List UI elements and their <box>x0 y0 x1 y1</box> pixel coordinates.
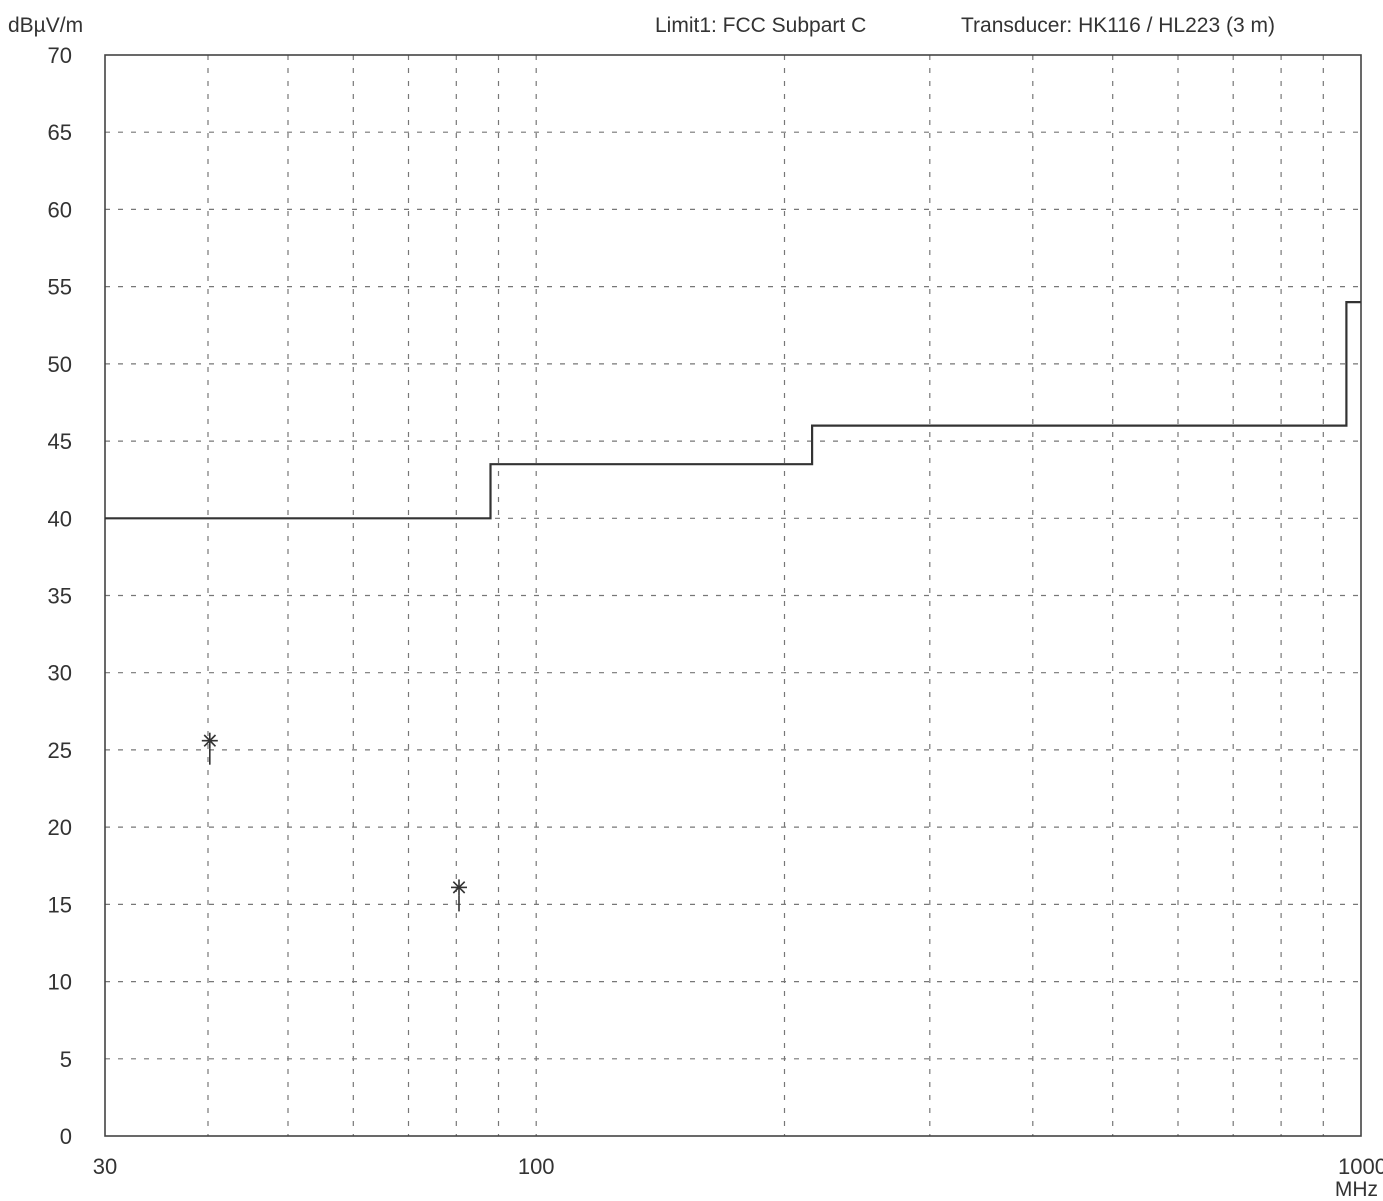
measurement-marker <box>201 732 218 765</box>
limit-line <box>105 301 1361 520</box>
x-tick-label: 100 <box>518 1154 555 1179</box>
y-tick-label: 0 <box>60 1124 72 1149</box>
transducer-label: Transducer: HK116 / HL223 (3 m) <box>961 14 1275 37</box>
y-tick-label: 65 <box>48 120 72 145</box>
y-tick-label: 15 <box>48 892 72 917</box>
plot-frame <box>104 54 1362 1137</box>
y-axis-unit: dBµV/m <box>8 14 83 37</box>
x-tick-label: 30 <box>93 1154 117 1179</box>
x-axis-unit: MHz <box>1335 1178 1378 1201</box>
limit-label: Limit1: FCC Subpart C <box>655 14 866 37</box>
series-layer <box>105 301 1361 912</box>
y-tick-label: 35 <box>48 584 72 609</box>
y-tick-label: 5 <box>60 1047 72 1072</box>
grid <box>105 55 1361 1136</box>
y-tick-label: 55 <box>48 275 72 300</box>
y-tick-labels: 0 5 10 15 20 25 30 35 40 45 50 55 60 65 70 <box>48 43 72 1149</box>
y-tick-label: 45 <box>48 429 72 454</box>
y-tick-label: 25 <box>48 738 72 763</box>
measurement-marker <box>451 879 467 912</box>
y-tick-label: 50 <box>48 352 72 377</box>
x-tick-label: 1000 <box>1338 1154 1383 1179</box>
y-tick-label: 20 <box>48 815 72 840</box>
y-tick-label: 40 <box>48 506 72 531</box>
x-tick-labels: 30 100 1000 <box>93 1154 1383 1179</box>
y-tick-label: 30 <box>48 661 72 686</box>
y-tick-label: 60 <box>48 197 72 222</box>
y-tick-label: 10 <box>48 970 72 995</box>
y-tick-label: 70 <box>48 43 72 68</box>
